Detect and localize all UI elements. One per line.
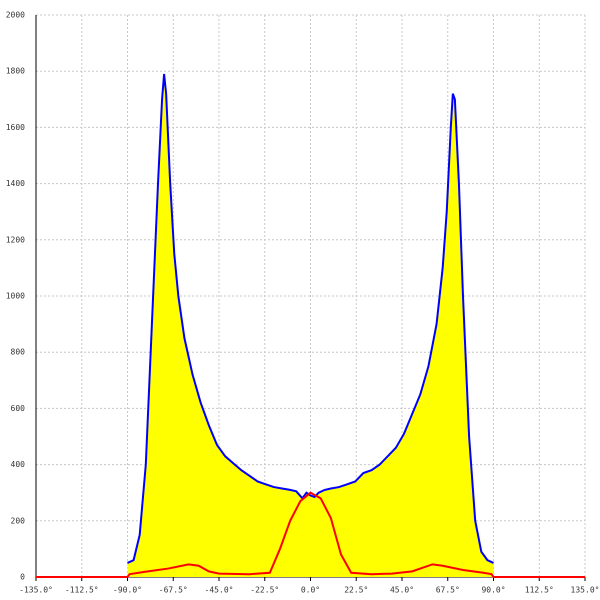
y-tick-label: 400 xyxy=(11,460,26,469)
x-tick-label: 67.5° xyxy=(436,586,460,595)
y-tick-label: 800 xyxy=(11,348,26,357)
y-tick-label: 1400 xyxy=(6,179,25,188)
x-tick-label: -112.5° xyxy=(65,586,99,595)
y-tick-label: 0 xyxy=(20,573,25,582)
x-tick-label: -45.0° xyxy=(205,586,234,595)
x-tick-label: 112.5° xyxy=(525,586,554,595)
y-tick-label: 1800 xyxy=(6,67,25,76)
x-tick-label: -67.5° xyxy=(159,586,188,595)
x-tick-label: 22.5° xyxy=(344,586,368,595)
x-tick-label: 0.0° xyxy=(301,586,320,595)
area-fill xyxy=(127,74,494,577)
y-tick-label: 1200 xyxy=(6,235,25,244)
series-line xyxy=(127,73,494,564)
x-tick-label: -90.0° xyxy=(113,586,142,595)
y-tick-label: 1600 xyxy=(6,123,25,132)
y-tick-label: 2000 xyxy=(6,11,25,20)
x-tick-label: 45.0° xyxy=(390,586,414,595)
series-line xyxy=(36,491,585,578)
x-tick-label: -135.0° xyxy=(19,586,53,595)
y-tick-label: 1000 xyxy=(6,292,25,301)
y-tick-label: 600 xyxy=(11,404,26,413)
x-tick-label: 90.0° xyxy=(481,586,505,595)
y-tick-label: 200 xyxy=(11,516,26,525)
x-tick-label: -22.5° xyxy=(250,586,279,595)
x-tick-label: 135.0° xyxy=(571,586,600,595)
